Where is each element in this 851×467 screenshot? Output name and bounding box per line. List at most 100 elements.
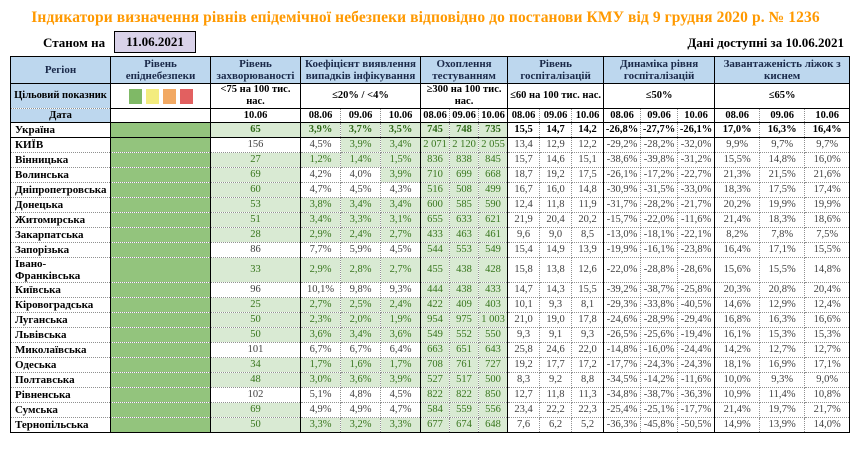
dynamics-cell: -25,1% [640,402,679,418]
dynamics-cell: -11,6% [677,212,716,228]
detection-cell: 4,7% [300,182,341,198]
testing-cell: 677 [420,417,451,433]
region-cell: Дніпропетровська [10,182,111,198]
dynamics-cell: -34,5% [603,372,642,388]
testing-cell: 838 [449,152,480,168]
epidemic-level-cell [110,327,211,343]
detection-cell: 2,0% [340,312,381,328]
region-cell: Кіровоградська [10,297,111,313]
detection-cell: 3,4% [379,137,422,153]
incidence-cell: 53 [210,197,301,213]
testing-cell: 500 [478,372,509,388]
header-group-beds: Завантаженість ліжок з киснем [714,56,851,84]
date-det-2: 10.06 [379,108,422,123]
beds-cell: 19,9% [804,197,851,213]
epidemic-level-cell [110,197,211,213]
region-cell: Сумська [10,402,111,418]
hospitalization-cell: 15,5 [507,122,541,138]
hospitalization-cell: 9,0 [539,227,573,243]
detection-cell: 3,4% [340,327,381,343]
region-cell: Рівненська [10,387,111,403]
beds-cell: 14,9% [714,417,761,433]
hospitalization-cell: 17,5 [571,167,605,183]
dynamics-cell: -26,1% [603,167,642,183]
beds-cell: 15,5% [714,152,761,168]
table-row: Сумська 69 4,9% 4,9% 4,7% 584 559 556 23,4 22,2 22… [10,402,851,418]
date-dyn-1: 09.06 [640,108,679,123]
detection-cell: 3,4% [379,197,422,213]
detection-cell: 4,5% [340,182,381,198]
table-row: Миколаївська 101 6,7% 6,7% 6,4% 663 651 643 25,8… [10,342,851,358]
hospitalization-cell: 8,3 [507,372,541,388]
detection-cell: 5,1% [300,387,341,403]
header-row-targets: Цільовий показник <75 на 100 тис. нас. ≤20… [10,83,851,109]
beds-cell: 15,3% [759,327,806,343]
beds-cell: 15,5% [759,257,806,283]
region-cell: Волинська [10,167,111,183]
epidemic-level-cell [110,257,211,283]
dynamics-cell: -17,2% [640,167,679,183]
beds-cell: 21,4% [714,402,761,418]
dynamics-cell: -30,9% [603,182,642,198]
beds-cell: 17,1% [759,242,806,258]
testing-cell: 708 [420,357,451,373]
hospitalization-cell: 14,7 [507,282,541,298]
date-test-1: 09.06 [449,108,480,123]
detection-cell: 6,7% [300,342,341,358]
incidence-cell: 50 [210,417,301,433]
epidemic-level-swatch-0 [128,88,142,104]
detection-cell: 3,4% [300,212,341,228]
detection-cell: 1,7% [300,357,341,373]
beds-cell: 19,7% [759,402,806,418]
hospitalization-cell: 6,2 [539,417,573,433]
dynamics-cell: -25,6% [640,327,679,343]
epidemic-level-cell [110,372,211,388]
beds-cell: 14,2% [714,342,761,358]
testing-cell: 527 [420,372,451,388]
dynamics-cell: -23,8% [677,242,716,258]
detection-cell: 3,2% [340,417,381,433]
testing-cell: 850 [478,387,509,403]
hospitalization-cell: 20,4 [539,212,573,228]
testing-cell: 643 [478,342,509,358]
testing-cell: 836 [420,152,451,168]
detection-cell: 3,9% [340,137,381,153]
testing-cell: 585 [449,197,480,213]
hospitalization-cell: 14,8 [571,182,605,198]
dynamics-cell: -45,8% [640,417,679,433]
hospitalization-cell: 20,2 [571,212,605,228]
beds-cell: 16,0% [804,152,851,168]
dynamics-cell: -38,7% [640,282,679,298]
dynamics-cell: -32,0% [677,137,716,153]
dynamics-cell: -19,4% [677,327,716,343]
epidemic-level-cell [110,152,211,168]
testing-cell: 822 [449,387,480,403]
detection-cell: 2,7% [379,227,422,243]
testing-cell: 699 [449,167,480,183]
testing-cell: 559 [449,402,480,418]
dynamics-cell: -28,9% [640,312,679,328]
detection-cell: 2,3% [300,312,341,328]
dynamics-cell: -39,2% [603,282,642,298]
hospitalization-cell: 19,2 [507,357,541,373]
date-hosp-0: 08.06 [507,108,541,123]
beds-cell: 14,8% [759,152,806,168]
epidemic-level-cell [110,357,211,373]
dynamics-cell: -31,5% [640,182,679,198]
epidemic-level-cell [110,417,211,433]
hospitalization-cell: 8,8 [571,372,605,388]
beds-cell: 16,1% [714,327,761,343]
dynamics-cell: -28,8% [640,257,679,283]
hospitalization-cell: 15,5 [571,282,605,298]
incidence-cell: 102 [210,387,301,403]
detection-cell: 1,6% [340,357,381,373]
testing-cell: 748 [449,122,480,138]
table-row: Дніпропетровська 60 4,7% 4,5% 4,3% 516 508 499 1… [10,182,851,198]
incidence-cell: 28 [210,227,301,243]
testing-cell: 674 [449,417,480,433]
dynamics-cell: -28,2% [640,197,679,213]
hospitalization-cell: 11,3 [571,387,605,403]
table-row: Закарпатська 28 2,9% 2,4% 2,7% 433 463 461 9,6 9,… [10,227,851,243]
incidence-cell: 86 [210,242,301,258]
detection-cell: 3,4% [340,197,381,213]
